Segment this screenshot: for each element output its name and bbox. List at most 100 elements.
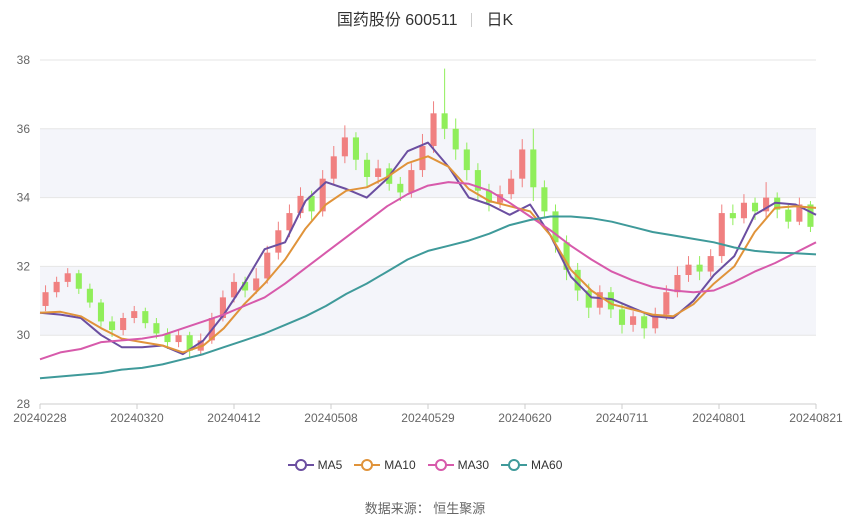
plot-bands [40, 128, 816, 336]
candle-body [718, 213, 725, 257]
candle-body [286, 213, 293, 231]
candle [541, 180, 548, 219]
period-label: 日K [486, 12, 514, 29]
candle-body [685, 264, 692, 275]
candle-body [763, 197, 770, 212]
candle [186, 331, 193, 358]
candle-body [807, 204, 814, 227]
x-tick-label: 20240412 [207, 411, 261, 425]
candle-body [352, 137, 359, 160]
candle-body [430, 113, 437, 146]
candle-body [264, 252, 271, 279]
candle-body [574, 269, 581, 291]
y-axis: 28 30 32 34 36 38 [17, 53, 31, 411]
candle [740, 194, 747, 224]
legend-label: MA5 [317, 458, 343, 472]
candle-body [164, 333, 171, 343]
candle [264, 245, 271, 284]
candle-body [652, 314, 659, 329]
candle-body [452, 128, 459, 150]
x-tick-label: 20240620 [498, 411, 552, 425]
candle-body [97, 302, 105, 322]
candle-body [186, 335, 193, 351]
candle-body [363, 159, 371, 177]
candle-body [585, 290, 592, 308]
candle [618, 304, 626, 334]
candle-body [253, 278, 260, 291]
candle [685, 256, 692, 282]
legend-marker-icon [287, 459, 314, 471]
ma30-line [39, 181, 817, 361]
candle [729, 204, 736, 226]
x-tick-label: 20240228 [13, 411, 67, 425]
candle-body [175, 335, 182, 343]
legend-label: MA60 [531, 458, 563, 472]
candle [97, 299, 105, 327]
candle-body [552, 211, 559, 243]
candle [164, 328, 171, 349]
candle [508, 170, 515, 200]
candle [663, 285, 670, 320]
candle [785, 204, 792, 229]
ma10-line [39, 155, 817, 354]
y-tick-label: 38 [17, 53, 31, 67]
candle-body [674, 275, 681, 293]
ma60-line [39, 215, 817, 380]
candle [75, 269, 82, 294]
legend-item-ma30[interactable]: MA30 [427, 458, 490, 472]
candle [641, 312, 648, 339]
candle-body [796, 204, 803, 222]
candle [64, 268, 71, 288]
moving-average-lines [39, 141, 817, 380]
data-source: 数据来源： 恒生聚源 [364, 501, 486, 516]
candle-body [785, 209, 792, 222]
x-tick-label: 20240529 [401, 411, 455, 425]
candle [485, 183, 493, 212]
candle [718, 204, 725, 263]
candle-body [219, 297, 226, 318]
candle-body [64, 273, 71, 282]
chart-title: 国药股份 600511 日K [0, 6, 850, 30]
candle [585, 283, 592, 318]
candle [275, 221, 282, 260]
candle-body [330, 156, 337, 179]
candle [630, 311, 637, 332]
legend-item-ma60[interactable]: MA60 [501, 458, 562, 472]
candle-body [441, 113, 448, 129]
legend-item-ma5[interactable]: MA5 [287, 458, 343, 472]
candle [375, 159, 382, 184]
candle [120, 312, 127, 336]
candle [530, 128, 537, 202]
candle [574, 262, 581, 301]
candle-body [408, 170, 415, 193]
legend-item-ma10[interactable]: MA10 [354, 458, 416, 472]
candle-body [541, 187, 548, 212]
candle-body [618, 309, 626, 325]
candle-body [341, 137, 348, 157]
candle-body [474, 170, 481, 191]
legend-label: MA10 [384, 458, 416, 472]
candle-body [707, 256, 714, 272]
candle-body [596, 292, 603, 308]
y-tick-label: 28 [17, 397, 31, 411]
x-tick-label: 20240821 [789, 411, 843, 425]
candle-body [86, 288, 93, 303]
plot-band [40, 266, 816, 336]
legend-label: MA30 [457, 458, 490, 472]
candle-body [519, 149, 526, 179]
candle-body [120, 318, 127, 331]
y-tick-label: 36 [17, 122, 31, 136]
candle [153, 318, 160, 339]
x-tick-label: 20240801 [692, 411, 746, 425]
candle [674, 266, 681, 298]
legend-marker-icon [354, 459, 381, 471]
candles [42, 68, 814, 358]
candle [142, 307, 149, 329]
candle [430, 101, 437, 153]
plot-band [40, 128, 816, 198]
candle [696, 256, 703, 281]
candle-body [375, 168, 382, 177]
x-tick-label: 20240508 [304, 411, 358, 425]
legend-marker-icon [427, 459, 454, 471]
